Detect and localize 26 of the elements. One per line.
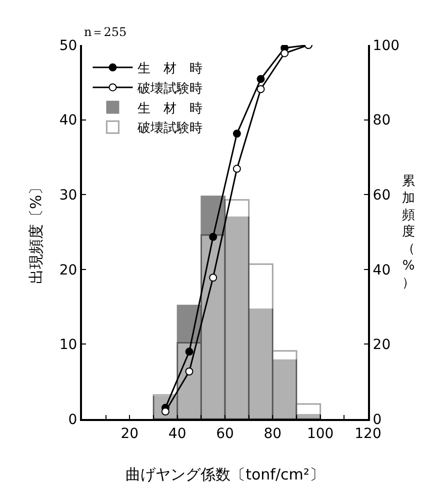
y-tick-label: 30 <box>59 188 78 204</box>
legend-label: 生 材 時 <box>138 62 203 76</box>
text: n＝255 <box>84 25 127 39</box>
x-tick-label: 100 <box>306 426 334 442</box>
y-tick-label: 50 <box>59 38 78 54</box>
y-tick-label: 0 <box>68 412 78 428</box>
y2-tick-label: 40 <box>372 262 391 278</box>
y-tick-label: 10 <box>59 337 78 354</box>
legend-label: 生 材 時 <box>138 101 203 116</box>
y2-tick-label: 0 <box>372 412 382 428</box>
legend-label: 破壊試験時 <box>136 121 203 136</box>
x-tick-label: 120 <box>354 426 382 442</box>
y2-tick-label: 20 <box>372 337 391 354</box>
x-tick-label: 40 <box>168 426 186 442</box>
y2-tick-label: 60 <box>372 188 391 204</box>
x-axis-title: 曲げヤング係数〔tonf/cm²〕 <box>126 465 324 484</box>
x-tick-label: 20 <box>120 426 139 442</box>
y-axis-title: 出現頻度〔%〕 <box>27 180 46 284</box>
y-tick-label: 40 <box>59 112 78 129</box>
y2-tick-label: 80 <box>372 112 391 129</box>
legend-label: 破壊試験時 <box>136 81 203 96</box>
y-tick-label: 20 <box>59 262 78 278</box>
x-tick-label: 60 <box>216 426 234 442</box>
y2-axis-title: 累加頻度（%） <box>402 174 415 290</box>
y2-tick-label: 100 <box>372 38 400 54</box>
x-tick-label: 80 <box>264 426 282 442</box>
